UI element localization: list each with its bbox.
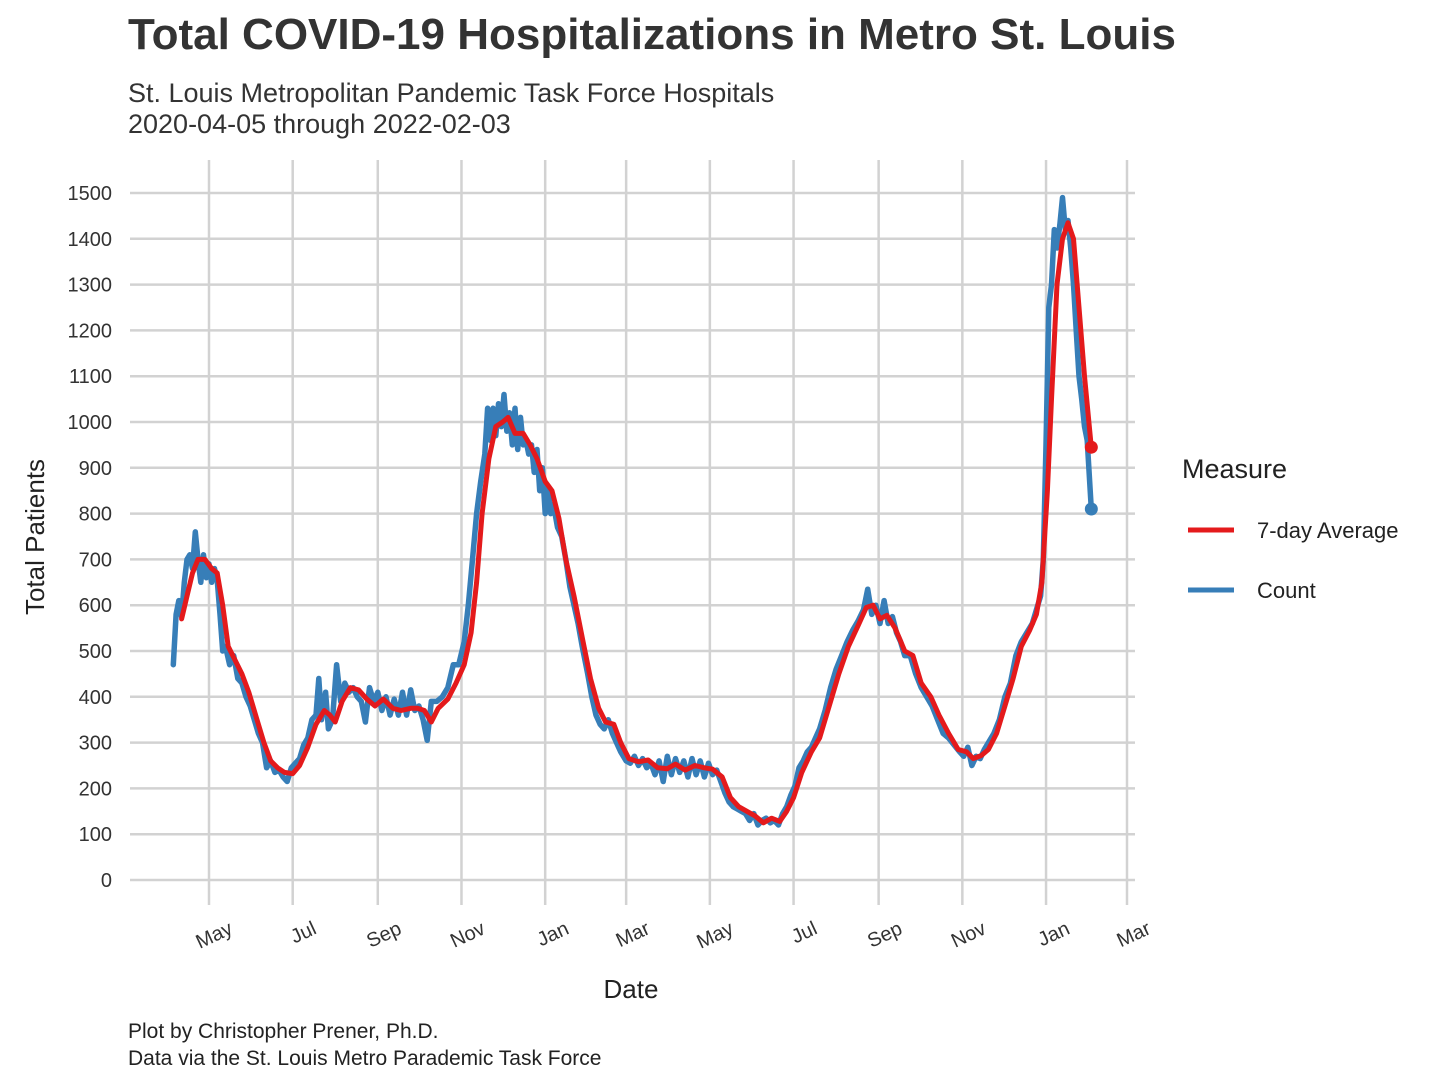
x-tick-label: Nov (447, 918, 489, 953)
y-axis-ticks: 0 100 200 300 400 500 600 700 800 900 1000 1100 1200… (68, 183, 113, 892)
x-tick-label: Mar (613, 917, 654, 952)
x-axis-ticks: May Jul Sep Nov Jan Mar May Jul Sep Nov Jan Mar (193, 917, 1155, 953)
caption-source: Data via the St. Louis Metro Parademic T… (128, 1047, 602, 1070)
y-tick-label: 700 (79, 549, 112, 571)
y-tick-label: 1400 (68, 229, 113, 251)
y-tick-label: 100 (79, 824, 112, 846)
y-tick-label: 600 (79, 595, 112, 617)
x-tick-label: Jan (1035, 918, 1074, 952)
x-tick-label: May (193, 918, 237, 954)
x-axis-title: Date (604, 974, 659, 1004)
y-tick-label: 1300 (68, 275, 113, 297)
series-endpoint-count (1084, 502, 1098, 516)
series-line-7-day-average (179, 220, 1094, 826)
y-tick-label: 1500 (68, 183, 113, 205)
series-endpoint-7-day-average (1084, 440, 1098, 454)
legend-label-7-day-average: 7-day Average (1257, 518, 1398, 543)
legend: Measure 7-day Average Count (1182, 454, 1398, 603)
x-tick-label: Sep (864, 918, 906, 953)
subtitle-line-2: 2020-04-05 through 2022-02-03 (128, 109, 511, 139)
y-tick-label: 900 (79, 458, 112, 480)
x-tick-label: Mar (1114, 917, 1155, 952)
chart-title: Total COVID-19 Hospitalizations in Metro… (128, 10, 1176, 59)
x-tick-label: Jan (534, 918, 573, 952)
x-tick-label: Jul (287, 918, 319, 949)
y-tick-label: 1200 (68, 320, 113, 342)
x-tick-label: Sep (363, 918, 405, 953)
caption: Plot by Christopher Prener, Ph.D. Data v… (128, 1018, 601, 1072)
x-tick-label: Nov (948, 918, 990, 953)
legend-label-count: Count (1257, 578, 1316, 603)
y-tick-label: 1000 (68, 412, 113, 434)
y-tick-label: 500 (79, 641, 112, 663)
y-tick-label: 300 (79, 733, 112, 755)
y-tick-label: 200 (79, 778, 112, 800)
series (170, 194, 1098, 828)
y-tick-label: 0 (101, 870, 112, 892)
x-tick-label: May (693, 918, 737, 954)
grid (130, 160, 1135, 905)
y-tick-label: 800 (79, 504, 112, 526)
series-line-count (170, 194, 1095, 828)
y-tick-label: 400 (79, 687, 112, 709)
y-axis-title: Total Patients (20, 459, 50, 615)
caption-author: Plot by Christopher Prener, Ph.D. (128, 1020, 439, 1043)
chart-subtitle: St. Louis Metropolitan Pandemic Task For… (128, 78, 774, 140)
legend-title: Measure (1182, 454, 1287, 484)
subtitle-line-1: St. Louis Metropolitan Pandemic Task For… (128, 78, 775, 108)
legend-items: 7-day Average Count (1188, 518, 1398, 603)
y-tick-label: 1100 (69, 366, 112, 388)
x-tick-label: Jul (788, 918, 820, 949)
